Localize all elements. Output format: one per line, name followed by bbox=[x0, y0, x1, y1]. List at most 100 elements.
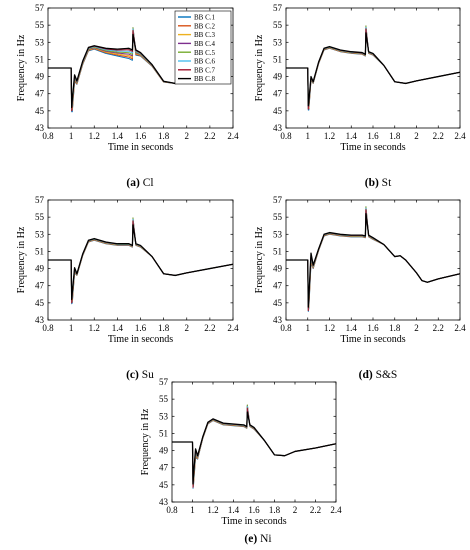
x-tick-label: 2.4 bbox=[227, 131, 239, 141]
legend-entry: BB C.6 bbox=[194, 58, 216, 66]
legend-entry: BB C.4 bbox=[194, 40, 216, 48]
y-tick-label: 43 bbox=[273, 123, 283, 133]
x-axis-label: Time in seconds bbox=[340, 142, 405, 153]
y-tick-label: 57 bbox=[273, 3, 283, 13]
panel-caption: (b) St bbox=[365, 177, 392, 189]
x-tick-label: 1.4 bbox=[112, 323, 124, 333]
x-tick-label: 1 bbox=[69, 323, 74, 333]
axes-frame bbox=[47, 199, 234, 321]
legend: BB C.1BB C.2BB C.3BB C.4BB C.5BB C.6BB C… bbox=[174, 10, 232, 85]
panel-caption: (d) S&S bbox=[359, 369, 398, 381]
axes-frame bbox=[285, 7, 461, 129]
y-tick-label: 47 bbox=[35, 281, 45, 291]
y-tick-label: 49 bbox=[35, 72, 45, 82]
x-tick-label: 2 bbox=[185, 323, 190, 333]
legend-entry: BB C.7 bbox=[194, 66, 216, 74]
x-tick-label: 2 bbox=[414, 323, 419, 333]
panel-cl: 0.8 1 1.2 1.4 1.6 1.8 2 2.2 2.4 43 45 47 49 51 53 55 57 T… bbox=[16, 3, 239, 189]
y-tick-label: 55 bbox=[159, 394, 169, 404]
y-tick-label: 45 bbox=[273, 298, 283, 308]
y-tick-label: 45 bbox=[159, 480, 169, 490]
x-tick-label: 1.2 bbox=[89, 323, 100, 333]
y-tick-label: 55 bbox=[35, 212, 45, 222]
y-tick-label: 53 bbox=[273, 37, 283, 47]
x-tick-label: 2.4 bbox=[454, 131, 466, 141]
y-tick-label: 51 bbox=[35, 246, 44, 256]
y-tick-label: 51 bbox=[273, 246, 282, 256]
y-tick-label: 43 bbox=[35, 123, 45, 133]
y-tick-label: 43 bbox=[35, 315, 45, 325]
series-line-8 bbox=[172, 411, 337, 485]
y-tick-label: 53 bbox=[35, 229, 45, 239]
x-tick-label: 1.8 bbox=[389, 323, 401, 333]
x-axis-label: Time in seconds bbox=[340, 334, 405, 345]
x-tick-label: 1.8 bbox=[389, 131, 401, 141]
y-tick-label: 49 bbox=[35, 264, 45, 274]
x-tick-label: 1 bbox=[69, 131, 74, 141]
series-line-8 bbox=[286, 32, 461, 107]
x-tick-label: 1 bbox=[190, 505, 195, 515]
x-tick-label: 1.6 bbox=[248, 505, 260, 515]
x-tick-label: 1.8 bbox=[269, 505, 281, 515]
y-axis-label: Frequency in Hz bbox=[254, 34, 265, 101]
x-tick-label: 1.6 bbox=[367, 131, 379, 141]
x-axis-label: Time in seconds bbox=[108, 334, 173, 345]
series-line-8 bbox=[48, 33, 199, 109]
y-tick-label: 49 bbox=[273, 72, 283, 82]
x-tick-label: 1 bbox=[306, 131, 311, 141]
x-tick-label: 0.8 bbox=[166, 505, 178, 515]
x-tick-label: 2.2 bbox=[433, 131, 444, 141]
legend-entry: BB C.8 bbox=[194, 75, 216, 83]
y-tick-label: 47 bbox=[35, 89, 45, 99]
y-tick-label: 53 bbox=[273, 229, 283, 239]
series-line-8 bbox=[48, 224, 234, 301]
x-tick-label: 1.2 bbox=[324, 131, 335, 141]
y-tick-label: 51 bbox=[35, 54, 44, 64]
x-tick-label: 0.8 bbox=[280, 131, 292, 141]
y-tick-label: 53 bbox=[35, 37, 45, 47]
y-tick-label: 43 bbox=[159, 497, 169, 507]
y-tick-label: 55 bbox=[273, 20, 283, 30]
x-tick-label: 2 bbox=[293, 505, 298, 515]
panel-ss: 0.8 1 1.2 1.4 1.6 1.8 2 2.2 2.4 43 45 47 49 51 53 55 57 T… bbox=[254, 195, 466, 381]
x-tick-label: 1.2 bbox=[207, 505, 218, 515]
y-axis-label: Frequency in Hz bbox=[16, 34, 27, 101]
x-tick-label: 1.4 bbox=[346, 323, 358, 333]
x-tick-label: 2 bbox=[414, 131, 419, 141]
x-tick-label: 2.2 bbox=[310, 505, 321, 515]
panel-caption: (e) Ni bbox=[244, 533, 271, 545]
panel-st: 0.8 1 1.2 1.4 1.6 1.8 2 2.2 2.4 43 45 47 49 51 53 55 57 T… bbox=[254, 3, 466, 189]
x-tick-label: 2.2 bbox=[204, 323, 215, 333]
y-tick-label: 57 bbox=[35, 195, 45, 205]
y-tick-label: 49 bbox=[273, 264, 283, 274]
y-tick-label: 51 bbox=[159, 428, 168, 438]
panel-caption: (a) Cl bbox=[126, 177, 153, 189]
panel-ni: 0.8 1 1.2 1.4 1.6 1.8 2 2.2 2.4 43 45 47 49 51 53 55 57 T… bbox=[140, 377, 342, 545]
y-tick-label: 55 bbox=[273, 212, 283, 222]
x-tick-label: 2.4 bbox=[227, 323, 239, 333]
x-tick-label: 1.8 bbox=[158, 323, 170, 333]
legend-entry: BB C.3 bbox=[194, 31, 216, 39]
x-tick-label: 0.8 bbox=[42, 323, 54, 333]
series-line-8 bbox=[286, 213, 461, 308]
x-tick-label: 1.2 bbox=[89, 131, 100, 141]
panel-su: 0.8 1 1.2 1.4 1.6 1.8 2 2.2 2.4 43 45 47 49 51 53 55 57 T… bbox=[16, 195, 239, 381]
y-tick-label: 51 bbox=[273, 54, 282, 64]
legend-entry: BB C.1 bbox=[194, 14, 216, 22]
y-tick-label: 45 bbox=[35, 106, 45, 116]
y-tick-label: 43 bbox=[273, 315, 283, 325]
x-tick-label: 1.6 bbox=[135, 131, 147, 141]
panel-caption: (c) Su bbox=[126, 369, 154, 381]
x-tick-label: 1.4 bbox=[112, 131, 124, 141]
y-tick-label: 55 bbox=[35, 20, 45, 30]
x-tick-label: 1 bbox=[306, 323, 311, 333]
x-tick-label: 1.6 bbox=[367, 323, 379, 333]
y-tick-label: 45 bbox=[35, 298, 45, 308]
x-axis-label: Time in seconds bbox=[221, 516, 286, 527]
y-tick-label: 57 bbox=[159, 377, 169, 387]
x-tick-label: 2.2 bbox=[433, 323, 444, 333]
y-tick-label: 47 bbox=[159, 463, 169, 473]
y-tick-label: 57 bbox=[273, 195, 283, 205]
x-tick-label: 2.4 bbox=[330, 505, 342, 515]
